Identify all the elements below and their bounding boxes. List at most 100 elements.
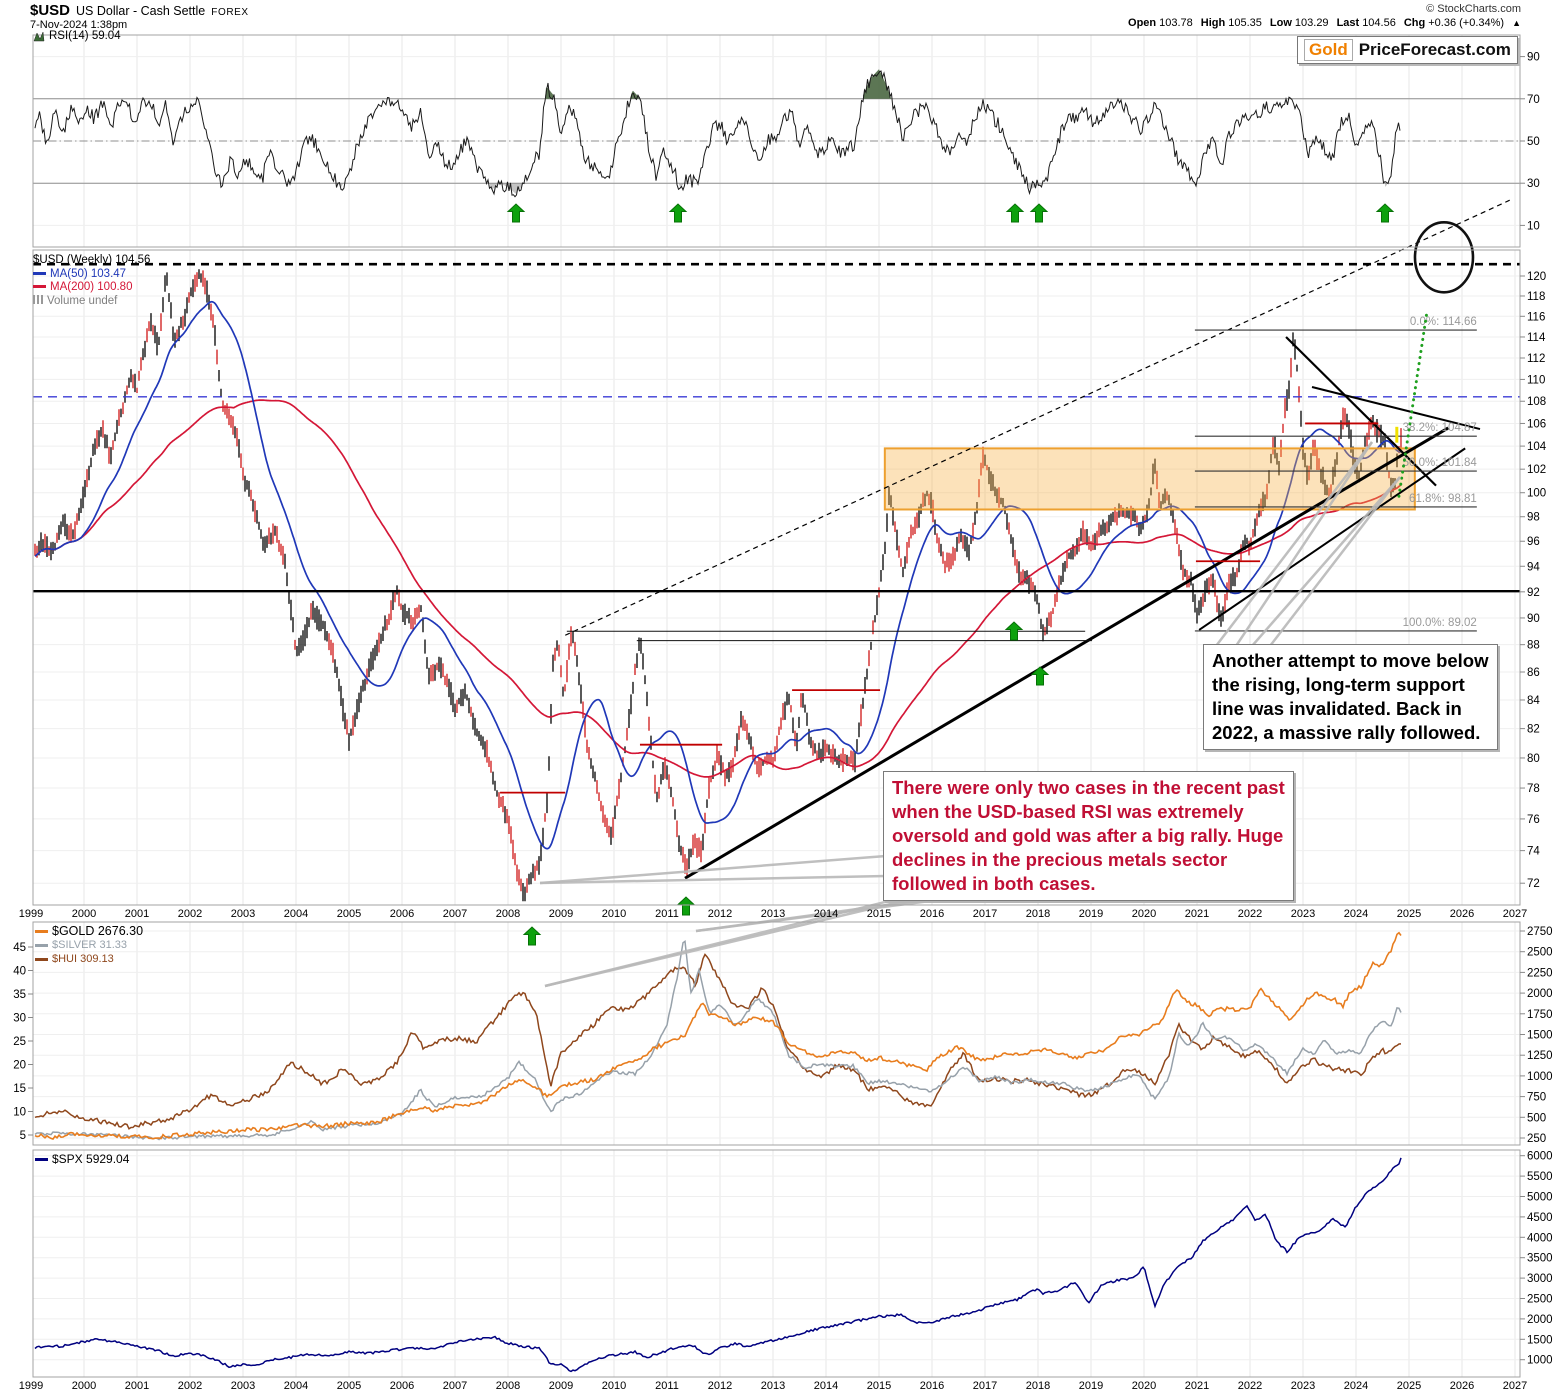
quote-low: Low 103.29 — [1269, 17, 1329, 29]
spx-line — [34, 1157, 1402, 1373]
buy-signal-arrow-icon — [1029, 203, 1049, 223]
svg-text:94: 94 — [1527, 561, 1540, 573]
buy-signal-arrow-icon — [1005, 203, 1025, 223]
rsi-series — [34, 69, 1401, 198]
svg-text:2020: 2020 — [1132, 1380, 1156, 1392]
svg-text:6000: 6000 — [1527, 1151, 1553, 1163]
svg-text:2005: 2005 — [337, 1380, 361, 1392]
svg-text:40: 40 — [13, 966, 26, 978]
hui-legend-row: $HUI 309.13 — [35, 952, 143, 966]
hui-line — [34, 953, 1402, 1130]
svg-text:1999: 1999 — [19, 1380, 43, 1392]
svg-text:2018: 2018 — [1026, 1380, 1050, 1392]
rsi-indicator-icon — [33, 31, 45, 42]
svg-text:108: 108 — [1527, 396, 1546, 408]
logo-rest-text: PriceForecast.com — [1358, 40, 1511, 59]
buy-signal-arrow-icon — [506, 203, 526, 223]
svg-text:15: 15 — [13, 1083, 26, 1095]
svg-text:2000: 2000 — [72, 908, 96, 920]
logo-gold-text: Gold — [1304, 39, 1353, 61]
svg-text:2027: 2027 — [1503, 1380, 1527, 1392]
fib-label: 50.0%: 101.84 — [1403, 457, 1478, 469]
svg-text:2011: 2011 — [655, 908, 679, 920]
svg-text:2500: 2500 — [1527, 947, 1553, 959]
svg-text:3500: 3500 — [1527, 1253, 1553, 1265]
svg-text:2026: 2026 — [1450, 1380, 1474, 1392]
svg-text:2013: 2013 — [761, 1380, 785, 1392]
callout-line — [539, 874, 887, 885]
chart-header: $USD US Dollar - Cash Settle FOREX — [30, 2, 249, 19]
svg-text:2009: 2009 — [549, 1380, 573, 1392]
metals-legend: $GOLD 2676.30 $SILVER 31.33 $HUI 309.13 — [35, 924, 143, 966]
svg-text:2022: 2022 — [1238, 908, 1262, 920]
svg-text:2000: 2000 — [72, 1380, 96, 1392]
hui-swatch — [35, 957, 48, 961]
svg-text:90: 90 — [1527, 52, 1540, 64]
svg-text:2002: 2002 — [178, 1380, 202, 1392]
svg-text:102: 102 — [1527, 464, 1546, 476]
ma200-swatch — [33, 285, 46, 289]
svg-text:92: 92 — [1527, 587, 1540, 599]
svg-text:2023: 2023 — [1291, 908, 1315, 920]
svg-text:80: 80 — [1527, 753, 1540, 765]
rsi-line — [34, 70, 1401, 198]
svg-text:2004: 2004 — [284, 1380, 308, 1392]
symbol-description: US Dollar - Cash Settle — [76, 4, 206, 18]
svg-text:2016: 2016 — [920, 1380, 944, 1392]
svg-text:2010: 2010 — [602, 1380, 626, 1392]
svg-text:112: 112 — [1527, 353, 1545, 365]
main-panel-border — [32, 249, 1521, 906]
svg-text:2014: 2014 — [814, 908, 838, 920]
trendline-1 — [684, 426, 1449, 880]
main-legend-ma50: MA(50) 103.47 — [33, 268, 150, 282]
svg-text:100: 100 — [1527, 488, 1546, 500]
trendline-0 — [564, 199, 1510, 636]
svg-text:2500: 2500 — [1527, 1294, 1553, 1306]
spx-panel-border — [32, 1149, 1521, 1378]
svg-text:2011: 2011 — [655, 1380, 679, 1392]
svg-text:2003: 2003 — [231, 908, 255, 920]
svg-text:106: 106 — [1527, 418, 1546, 430]
gold-legend-row: $GOLD 2676.30 — [35, 924, 143, 938]
svg-text:1500: 1500 — [1527, 1334, 1553, 1346]
svg-text:5000: 5000 — [1527, 1192, 1553, 1204]
svg-text:116: 116 — [1527, 311, 1545, 323]
trendline-4 — [1311, 386, 1481, 431]
svg-text:96: 96 — [1527, 536, 1540, 548]
buy-signal-arrow-icon — [668, 203, 688, 223]
ma200-line — [34, 399, 1402, 778]
svg-text:76: 76 — [1527, 814, 1540, 826]
consolidation-zone — [883, 447, 1416, 511]
svg-text:70: 70 — [1527, 94, 1540, 106]
svg-text:2024: 2024 — [1344, 1380, 1368, 1392]
callout-line — [1215, 441, 1373, 647]
callout-line — [695, 897, 947, 933]
ma50-swatch — [33, 271, 46, 275]
svg-text:104: 104 — [1527, 441, 1547, 453]
buy-signal-arrow-icon — [522, 926, 542, 946]
svg-text:2017: 2017 — [973, 908, 997, 920]
svg-text:2007: 2007 — [443, 1380, 467, 1392]
svg-text:2024: 2024 — [1344, 908, 1368, 920]
svg-text:4500: 4500 — [1527, 1212, 1553, 1224]
svg-text:2000: 2000 — [1527, 1314, 1553, 1326]
svg-text:2003: 2003 — [231, 1380, 255, 1392]
svg-text:2016: 2016 — [920, 908, 944, 920]
svg-text:2020: 2020 — [1132, 908, 1156, 920]
ma50-line — [34, 300, 1401, 850]
quote-last: Last 104.56 — [1336, 17, 1396, 29]
svg-text:120: 120 — [1527, 271, 1546, 283]
callout-line — [1234, 441, 1374, 647]
svg-text:2005: 2005 — [337, 908, 361, 920]
svg-text:110: 110 — [1527, 374, 1545, 386]
projection-dotted-line — [1397, 309, 1429, 498]
svg-text:2026: 2026 — [1450, 908, 1474, 920]
svg-text:1999: 1999 — [19, 908, 43, 920]
fib-label: 38.2%: 104.87 — [1403, 422, 1477, 434]
svg-text:2022: 2022 — [1238, 1380, 1262, 1392]
buy-signal-arrow-icon — [676, 896, 696, 916]
fib-label: 61.8%: 98.81 — [1409, 493, 1477, 505]
svg-text:2021: 2021 — [1185, 1380, 1209, 1392]
buy-signal-arrow-icon — [1004, 621, 1024, 641]
